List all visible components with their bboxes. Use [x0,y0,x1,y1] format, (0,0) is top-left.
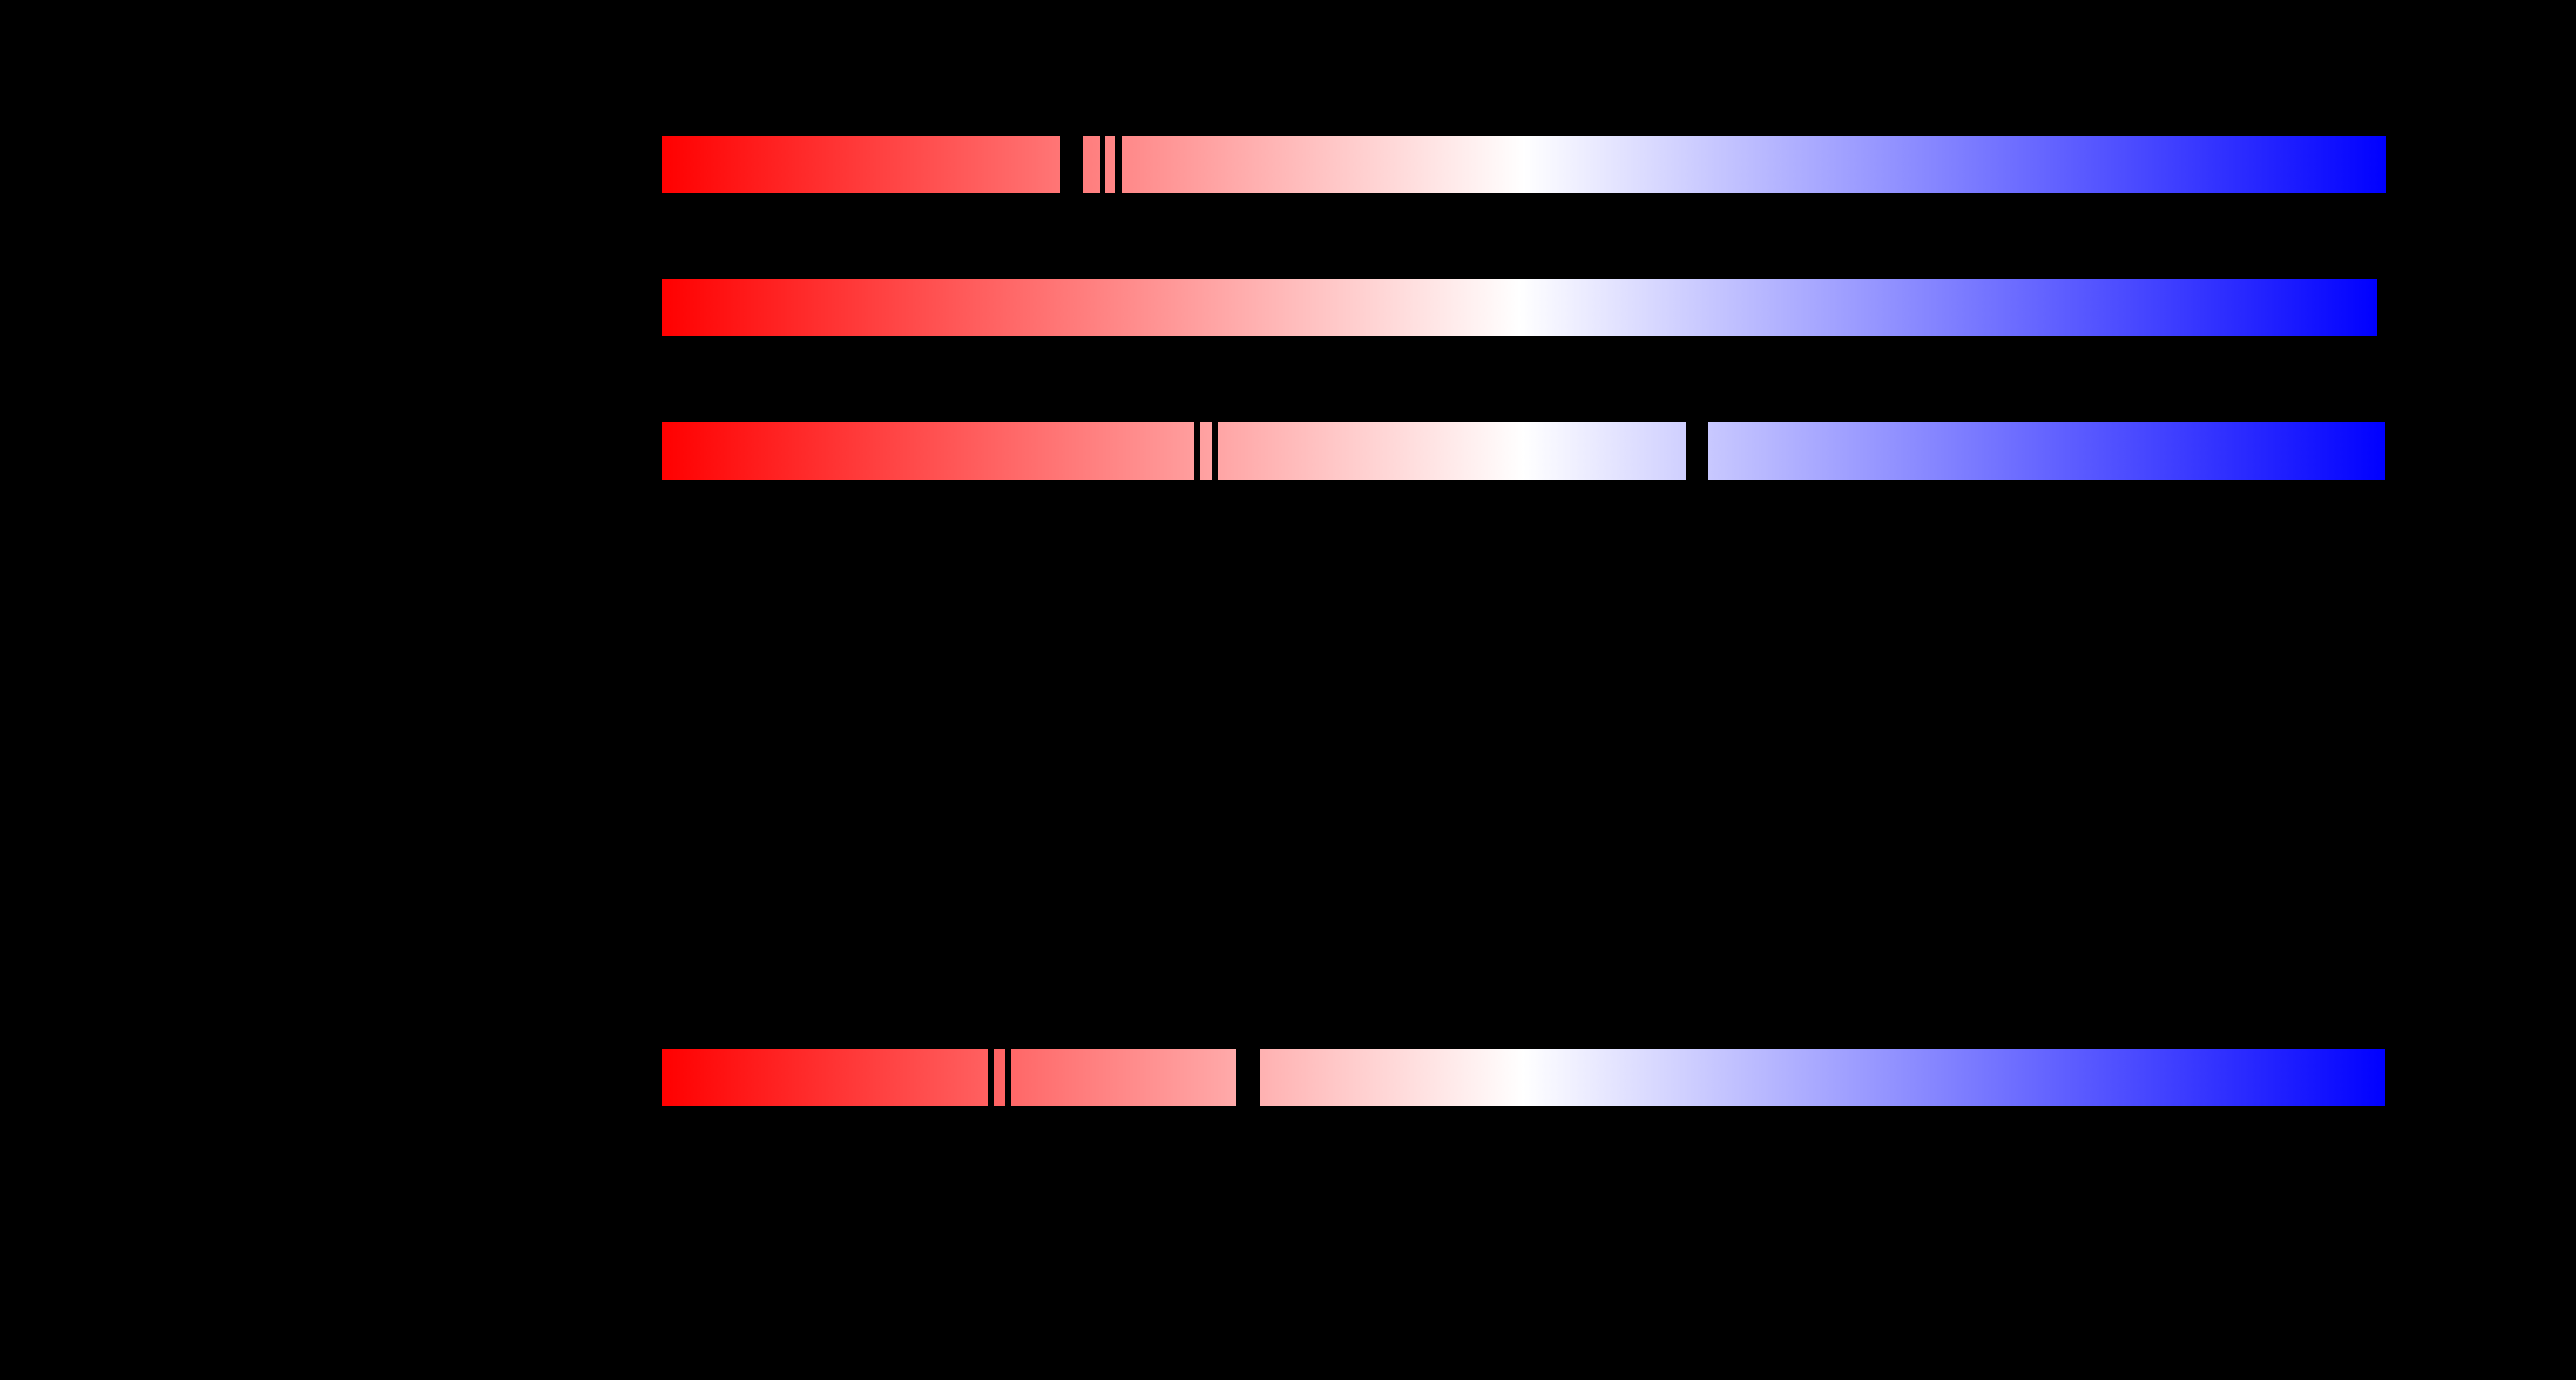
bar-gap-notch [1236,1049,1260,1106]
bar-1 [662,136,2386,193]
bar-gap-notch [1005,1049,1011,1106]
bar-gap-notch [1686,422,1708,480]
bar-gap-notch [1060,136,1083,193]
bar-gap-notch [1194,422,1200,480]
bar-gap-notch [1212,422,1218,480]
bar-2 [662,279,2377,336]
bar-gap-notch [988,1049,994,1106]
bar-gap-notch [1115,136,1122,193]
bar-3 [662,422,2385,480]
bar-4 [662,1049,2385,1106]
bar-gap-notch [1100,136,1105,193]
